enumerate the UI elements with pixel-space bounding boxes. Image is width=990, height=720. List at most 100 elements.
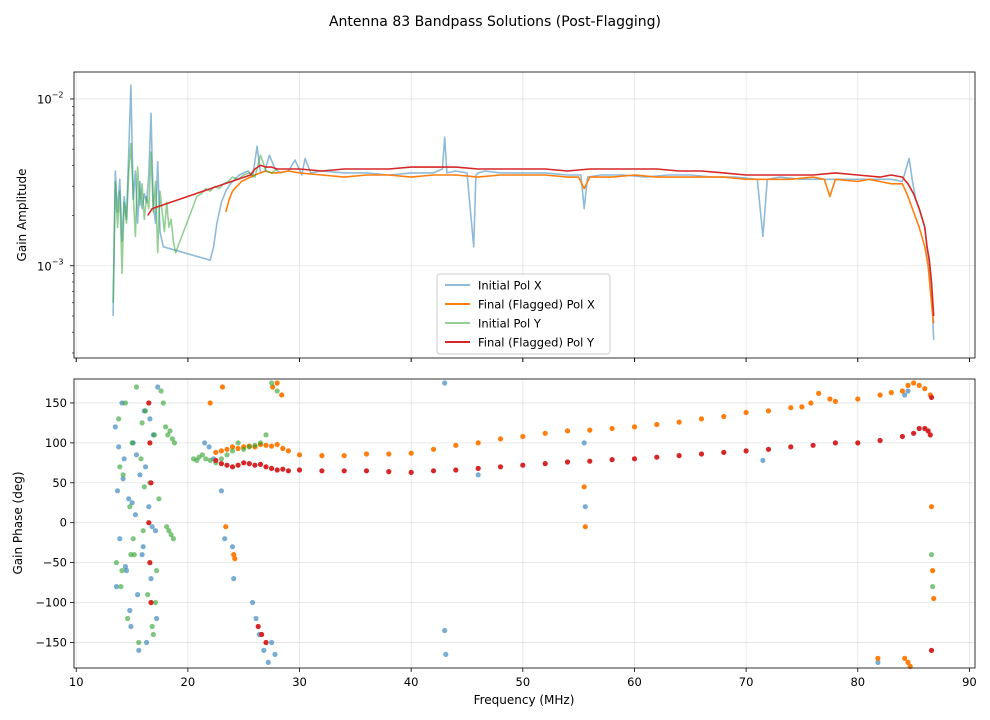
phase-point bbox=[117, 536, 123, 542]
phase-point bbox=[676, 453, 682, 459]
legend-entry-initial-pol-y: Initial Pol Y bbox=[445, 317, 542, 331]
phase-point bbox=[475, 440, 481, 446]
phase-point bbox=[564, 459, 571, 465]
phase-point bbox=[164, 524, 170, 530]
phase-point bbox=[279, 392, 285, 398]
x-axis-label: Frequency (MHz) bbox=[474, 693, 575, 707]
phase-point bbox=[116, 444, 122, 450]
phase-point bbox=[150, 631, 156, 638]
phase-point bbox=[241, 460, 247, 466]
series-points-initial-pol-y bbox=[113, 380, 936, 646]
phase-point bbox=[430, 446, 437, 452]
phase-point bbox=[145, 592, 151, 598]
phase-point bbox=[280, 466, 286, 472]
x-tick-label: 70 bbox=[739, 675, 754, 689]
phase-point bbox=[928, 504, 935, 510]
phase-point bbox=[139, 552, 145, 558]
phase-point bbox=[877, 392, 883, 398]
phase-point bbox=[229, 464, 236, 470]
phase-point bbox=[156, 496, 162, 502]
phase-point bbox=[146, 520, 152, 526]
phase-point bbox=[430, 468, 437, 474]
phase-point bbox=[246, 444, 252, 450]
phase-point bbox=[136, 639, 142, 646]
phase-point bbox=[855, 396, 861, 402]
phase-point bbox=[155, 384, 161, 390]
phase-point bbox=[581, 440, 587, 446]
phase-point bbox=[261, 647, 267, 654]
phase-point bbox=[631, 424, 638, 430]
phase-point bbox=[129, 440, 135, 446]
phase-point bbox=[442, 380, 448, 386]
phase-panel: 10 20 30 40 50 60 70 80 90 150 100 50 0 −50 −100 −150 G… bbox=[11, 358, 977, 707]
phase-point bbox=[877, 437, 883, 444]
phase-point bbox=[235, 462, 241, 468]
phase-point bbox=[207, 400, 213, 406]
phase-point bbox=[931, 595, 937, 602]
series-line-final-flagged-pol-y bbox=[147, 164, 935, 317]
phase-point bbox=[232, 556, 238, 562]
phase-point bbox=[147, 416, 153, 422]
phase-point bbox=[928, 647, 935, 654]
phase-point bbox=[224, 452, 230, 458]
phase-point bbox=[133, 452, 140, 458]
phase-point bbox=[875, 655, 881, 662]
phase-point bbox=[875, 659, 881, 666]
x-tick-label: 10 bbox=[69, 675, 84, 689]
phase-point bbox=[118, 584, 124, 590]
phase-point bbox=[408, 450, 414, 456]
phase-ytick-label: −150 bbox=[35, 635, 67, 649]
phase-point bbox=[218, 456, 224, 462]
phase-point bbox=[832, 398, 839, 404]
legend: Initial Pol X Final (Flagged) Pol X Init… bbox=[436, 273, 611, 355]
phase-point bbox=[765, 446, 772, 452]
phase-point bbox=[274, 467, 280, 473]
phase-point bbox=[121, 456, 127, 462]
phase-point bbox=[520, 462, 526, 468]
x-tick-label: 60 bbox=[627, 675, 642, 689]
phase-point bbox=[120, 476, 126, 482]
phase-point bbox=[122, 564, 128, 570]
amplitude-ylabel: Gain Amplitude bbox=[15, 169, 29, 262]
phase-point bbox=[122, 400, 128, 406]
phase-point bbox=[930, 568, 936, 574]
phase-point bbox=[363, 468, 370, 474]
phase-point bbox=[229, 448, 236, 454]
legend-box bbox=[436, 273, 611, 355]
phase-point bbox=[319, 453, 325, 459]
phase-point bbox=[721, 449, 727, 455]
phase-point bbox=[542, 461, 548, 467]
phase-point bbox=[231, 576, 237, 582]
phase-point bbox=[922, 386, 928, 392]
phase-point bbox=[902, 655, 908, 662]
phase-point bbox=[127, 607, 133, 614]
phase-point bbox=[788, 405, 794, 411]
phase-point bbox=[253, 615, 259, 622]
phase-ylabel: Gain Phase (deg) bbox=[11, 471, 25, 574]
phase-point bbox=[231, 552, 237, 558]
phase-point bbox=[169, 436, 175, 442]
phase-point bbox=[166, 528, 172, 534]
phase-point bbox=[154, 615, 160, 622]
phase-point bbox=[152, 599, 159, 606]
phase-point bbox=[151, 432, 157, 438]
phase-point bbox=[564, 428, 571, 434]
phase-point bbox=[930, 584, 936, 590]
phase-point bbox=[319, 468, 325, 474]
phase-point bbox=[799, 404, 805, 410]
phase-point bbox=[274, 441, 280, 448]
phase-point bbox=[520, 433, 526, 440]
phase-point bbox=[272, 651, 278, 658]
phase-point bbox=[229, 544, 236, 550]
phase-point bbox=[219, 384, 226, 390]
phase-point bbox=[888, 390, 894, 396]
phase-point bbox=[475, 472, 481, 478]
phase-point bbox=[171, 440, 178, 446]
series-line-initial-pol-y bbox=[112, 142, 278, 303]
phase-point bbox=[765, 408, 772, 414]
phase-point bbox=[581, 484, 587, 490]
phase-point bbox=[142, 464, 149, 470]
amplitude-series bbox=[112, 84, 935, 340]
phase-point bbox=[905, 382, 911, 388]
